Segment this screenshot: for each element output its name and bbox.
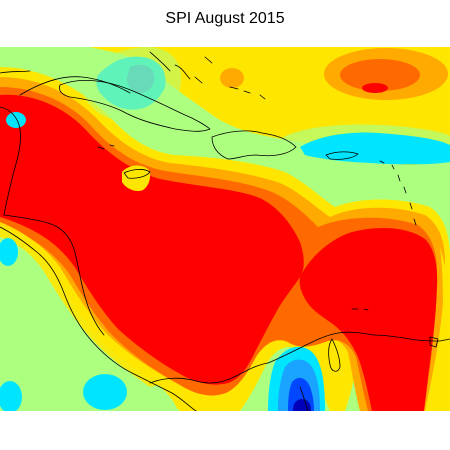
turks-caicos-coast [229,86,266,100]
bahamas-coast [149,51,213,84]
extreme-dry-core-east [299,227,438,411]
coastlines [0,51,450,411]
honduras-nicaragua-coast [3,214,105,336]
yucatan-coast [0,106,21,216]
near-normal-cuba-halo [83,47,182,123]
extreme-dry-northeast-blob [362,83,388,93]
cuba-coast [59,80,211,132]
lesser-antilles-coast [379,160,417,226]
severe-dry-northeast-blob [340,59,420,91]
colombia-coast [267,331,375,364]
puerto-rico-coast [325,151,359,160]
mild-wet-pacific-spot [0,381,22,411]
moderate-dry-small-spot [220,68,244,88]
panama-coast [149,362,269,384]
hispaniola-coast [211,130,297,160]
cuba-west-coast [19,76,131,96]
mild-wet-west-coast-spot [0,238,18,266]
extreme-wet-colombia-core [293,399,311,411]
cayman-coast [97,144,115,150]
near-normal-central-america [0,232,178,411]
extreme-dry-core-west [0,94,304,385]
map-frame [0,47,450,411]
florida-keys-coast [0,70,31,74]
lake-maracaibo-coast [328,338,341,372]
map-title: SPI August 2015 [165,10,285,27]
abc-islands-trinidad-coast [351,308,439,348]
mild-wet-panama-spot [83,374,127,410]
mild-dry-east-edge [438,247,450,411]
venezuela-coast [373,334,450,342]
jamaica-coast [123,169,151,179]
central-america-coast [0,226,197,411]
south-america-interior-border [299,386,309,411]
mild-dry-central-america-edge [0,222,165,387]
mild-wet-yucatan-spot [6,112,26,128]
near-normal-puerto-rico-halo [280,124,450,148]
spi-map [0,47,450,411]
mild-wet-puerto-rico-band [300,132,450,165]
